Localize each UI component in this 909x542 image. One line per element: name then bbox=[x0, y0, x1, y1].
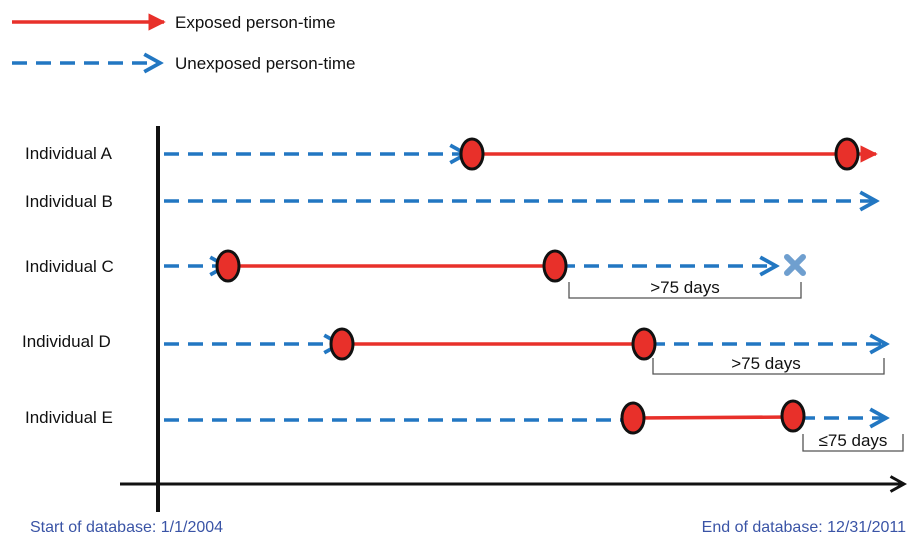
individual-c-start-marker bbox=[215, 249, 241, 283]
end-of-database-label: End of database: 12/31/2011 bbox=[702, 519, 906, 536]
legend-unexposed-label: Unexposed person-time bbox=[175, 54, 355, 73]
individual-label-e: Individual E bbox=[25, 408, 113, 427]
individual-c-timeline: >75 days bbox=[164, 249, 806, 299]
individual-label-a: Individual A bbox=[25, 144, 113, 163]
individual-d-gap-bracket bbox=[652, 358, 885, 375]
individual-label-d: Individual D bbox=[22, 332, 111, 351]
individual-e-timeline: ≤75 days bbox=[164, 399, 904, 452]
individual-a-end-marker bbox=[834, 137, 860, 171]
legend-exposed-label: Exposed person-time bbox=[175, 13, 336, 32]
individual-c-gap-bracket bbox=[568, 282, 802, 299]
individual-e-exposed-segment bbox=[632, 415, 794, 420]
individual-label-b: Individual B bbox=[25, 192, 113, 211]
individual-e-end-marker bbox=[780, 399, 806, 433]
individual-e-gap-bracket bbox=[802, 434, 904, 452]
individual-c-censor-x-icon bbox=[784, 254, 806, 276]
individual-a-timeline bbox=[164, 137, 878, 171]
start-of-database-label: Start of database: 1/1/2004 bbox=[30, 519, 223, 536]
individual-c-end-marker bbox=[542, 249, 568, 283]
individual-e-gap-label: ≤75 days bbox=[819, 431, 888, 450]
individual-d-timeline: >75 days bbox=[164, 327, 886, 375]
individual-c-gap-label: >75 days bbox=[650, 278, 719, 297]
legend: Exposed person-time Unexposed person-tim… bbox=[12, 13, 355, 73]
individual-d-start-marker bbox=[329, 327, 355, 361]
individual-e-start-marker bbox=[620, 401, 646, 435]
individual-a-start-marker bbox=[459, 137, 485, 171]
individual-d-gap-label: >75 days bbox=[731, 354, 800, 373]
individual-d-end-marker bbox=[631, 327, 657, 361]
individual-label-c: Individual C bbox=[25, 257, 114, 276]
